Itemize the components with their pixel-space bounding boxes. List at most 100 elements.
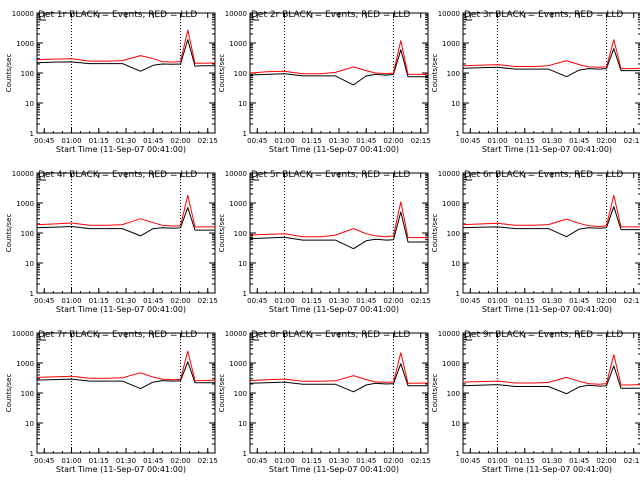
y-tick-label: 10000 bbox=[12, 10, 34, 18]
x-tick-label: 00:45 bbox=[460, 457, 480, 465]
y-tick-label: 100 bbox=[21, 390, 34, 398]
x-tick-label: 01:45 bbox=[143, 457, 163, 465]
x-tick-label: 02:00 bbox=[596, 137, 616, 145]
x-tick-label: 01:45 bbox=[569, 297, 589, 305]
x-tick-label: 01:30 bbox=[116, 137, 136, 145]
series-line-events bbox=[462, 365, 640, 395]
x-tick-label: 01:45 bbox=[356, 137, 376, 145]
x-tick-label: 02:00 bbox=[170, 137, 190, 145]
x-tick-label: 02:15 bbox=[624, 457, 640, 465]
chart-panel: Det 5r BLACK = Events, RED = LLD 1 10 100 10… bbox=[218, 170, 431, 314]
series-line-lld bbox=[249, 40, 428, 75]
plot-frame bbox=[36, 172, 216, 294]
x-tick-label: 02:00 bbox=[596, 457, 616, 465]
x-tick-label: 02:15 bbox=[411, 297, 431, 305]
series-line-lld bbox=[36, 350, 216, 382]
x-tick-label: 01:30 bbox=[116, 457, 136, 465]
y-tick-label: 1000 bbox=[442, 40, 460, 48]
x-axis-label: Start Time (11-Sep-07 00:41:00) bbox=[482, 145, 612, 154]
plot-frame bbox=[249, 332, 429, 454]
x-tick-label: 01:00 bbox=[61, 457, 81, 465]
series-line-lld bbox=[462, 354, 640, 386]
x-tick-label: 01:45 bbox=[356, 457, 376, 465]
y-tick-label: 1000 bbox=[16, 40, 34, 48]
x-tick-label: 01:45 bbox=[143, 297, 163, 305]
y-tick-label: 100 bbox=[447, 390, 460, 398]
y-tick-label: 100 bbox=[234, 70, 247, 78]
x-tick-label: 01:00 bbox=[487, 297, 507, 305]
y-tick-label: 10 bbox=[238, 420, 247, 428]
x-tick-label: 01:30 bbox=[542, 137, 562, 145]
x-tick-label: 02:00 bbox=[383, 137, 403, 145]
y-tick-label: 10 bbox=[451, 420, 460, 428]
y-axis-label: Counts/sec bbox=[5, 214, 13, 253]
x-axis-label: Start Time (11-Sep-07 00:41:00) bbox=[56, 305, 186, 314]
corner-bracket bbox=[252, 176, 259, 181]
x-tick-label: 01:45 bbox=[356, 297, 376, 305]
y-tick-label: 10000 bbox=[438, 170, 460, 178]
chart-title: Det 2r BLACK = Events, RED = LLD bbox=[251, 10, 410, 20]
y-tick-label: 10 bbox=[238, 260, 247, 268]
x-tick-label: 02:15 bbox=[411, 137, 431, 145]
y-axis-label: Counts/sec bbox=[218, 374, 226, 413]
x-tick-label: 02:15 bbox=[624, 137, 640, 145]
series-line-events bbox=[249, 363, 428, 393]
chart-panel: Det 4r BLACK = Events, RED = LLD 1 10 100 10… bbox=[5, 170, 218, 314]
y-axis-label: Counts/sec bbox=[431, 374, 439, 413]
x-tick-label: 00:45 bbox=[460, 297, 480, 305]
y-tick-label: 1 bbox=[456, 450, 460, 458]
x-tick-label: 01:45 bbox=[143, 137, 163, 145]
y-tick-label: 1000 bbox=[16, 200, 34, 208]
y-axis-label: Counts/sec bbox=[218, 54, 226, 93]
x-tick-label: 01:45 bbox=[569, 137, 589, 145]
x-tick-label: 01:00 bbox=[274, 457, 294, 465]
y-axis-label: Counts/sec bbox=[5, 374, 13, 413]
x-tick-label: 01:15 bbox=[515, 457, 535, 465]
x-tick-label: 01:30 bbox=[329, 297, 349, 305]
series-line-events bbox=[249, 49, 428, 86]
corner-bracket bbox=[465, 336, 472, 341]
y-tick-label: 10000 bbox=[12, 330, 34, 338]
y-tick-label: 100 bbox=[21, 70, 34, 78]
y-tick-label: 1 bbox=[30, 450, 34, 458]
chart-panel: Det 6r BLACK = Events, RED = LLD 1 10 100 10… bbox=[431, 170, 640, 314]
corner-bracket bbox=[465, 176, 472, 181]
plot-frame bbox=[249, 172, 429, 294]
x-tick-label: 01:15 bbox=[515, 297, 535, 305]
x-tick-label: 02:15 bbox=[198, 297, 218, 305]
y-tick-label: 10 bbox=[451, 260, 460, 268]
y-tick-label: 10000 bbox=[438, 330, 460, 338]
chart-title: Det 8r BLACK = Events, RED = LLD bbox=[251, 330, 410, 340]
chart-panel: Det 3r BLACK = Events, RED = LLD 1 10 100 10… bbox=[431, 10, 640, 154]
x-tick-label: 02:00 bbox=[383, 457, 403, 465]
x-axis-label: Start Time (11-Sep-07 00:41:00) bbox=[269, 145, 399, 154]
plot-frame bbox=[249, 12, 429, 134]
y-tick-label: 1 bbox=[30, 130, 34, 138]
chart-panel: Det 7r BLACK = Events, RED = LLD 1 10 100 10… bbox=[5, 330, 218, 474]
y-tick-label: 1000 bbox=[229, 200, 247, 208]
x-axis-label: Start Time (11-Sep-07 00:41:00) bbox=[56, 465, 186, 474]
x-tick-label: 01:00 bbox=[274, 297, 294, 305]
x-tick-label: 00:45 bbox=[460, 137, 480, 145]
y-tick-label: 1 bbox=[243, 130, 247, 138]
chart-title: Det 3r BLACK = Events, RED = LLD bbox=[464, 10, 623, 20]
x-tick-label: 01:15 bbox=[515, 137, 535, 145]
corner-bracket bbox=[39, 336, 46, 341]
corner-bracket bbox=[465, 16, 472, 21]
series-line-events bbox=[36, 361, 215, 390]
chart-panel: Det 8r BLACK = Events, RED = LLD 1 10 100 10… bbox=[218, 330, 431, 474]
x-tick-label: 00:45 bbox=[247, 297, 267, 305]
y-axis-label: Counts/sec bbox=[431, 214, 439, 253]
y-tick-label: 1 bbox=[243, 290, 247, 298]
x-tick-label: 00:45 bbox=[247, 457, 267, 465]
x-tick-label: 01:00 bbox=[61, 297, 81, 305]
x-tick-label: 01:00 bbox=[61, 137, 81, 145]
corner-bracket bbox=[252, 16, 259, 21]
x-tick-label: 02:00 bbox=[596, 297, 616, 305]
x-tick-label: 02:00 bbox=[170, 457, 190, 465]
y-tick-label: 10 bbox=[25, 420, 34, 428]
series-line-lld bbox=[462, 39, 640, 70]
series-line-events bbox=[36, 207, 215, 237]
y-tick-label: 1 bbox=[243, 450, 247, 458]
